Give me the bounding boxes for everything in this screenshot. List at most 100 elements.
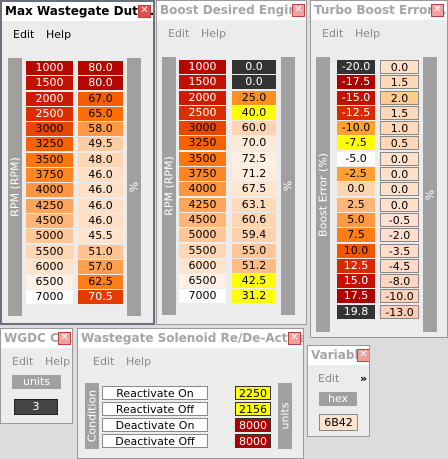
titlebar[interactable]: Max Wastegate Duty ... ✕ xyxy=(2,2,153,21)
boost-cell[interactable]: 71.2 xyxy=(232,167,276,182)
boost-error-cell: -7.5 xyxy=(337,136,375,151)
correction-cell[interactable]: -0.5 xyxy=(380,212,419,227)
window-wgdc[interactable]: WGDC C... ✕ Edit Help units 3 xyxy=(0,328,73,424)
window-boost-desired-engine[interactable]: Boost Desired Engine ... ✕ Edit Help RPM… xyxy=(156,0,307,325)
boost-cell[interactable]: 55.0 xyxy=(232,243,276,258)
solenoid-value-cell[interactable]: 8000 xyxy=(235,418,271,432)
solenoid-value-cell[interactable]: 8000 xyxy=(235,434,271,448)
more-chevron-icon[interactable]: » xyxy=(360,372,368,385)
boost-cell[interactable]: 59.4 xyxy=(232,228,276,243)
boost-cell[interactable]: 42.5 xyxy=(232,274,276,289)
window-turbo-boost-error[interactable]: Turbo Boost Error ... ✕ Edit Help Boost … xyxy=(310,0,448,338)
boost-cell[interactable]: 0.0 xyxy=(232,75,276,90)
correction-cell[interactable]: -13.0 xyxy=(380,304,419,319)
duty-cell[interactable]: 80.0 xyxy=(78,61,123,75)
correction-cell[interactable]: -4.5 xyxy=(380,258,419,273)
correction-cell[interactable]: 1.0 xyxy=(380,121,419,136)
window-wastegate-solenoid[interactable]: Wastegate Solenoid Re/De-Activa... ✕ Edi… xyxy=(77,328,304,459)
duty-cell[interactable]: 46.0 xyxy=(78,213,123,228)
menu-help[interactable]: Help xyxy=(46,28,72,41)
boost-cell[interactable]: 40.0 xyxy=(232,105,276,120)
close-icon[interactable]: ✕ xyxy=(58,332,71,345)
duty-cell[interactable]: 65.0 xyxy=(78,106,123,121)
boost-cell[interactable]: 67.5 xyxy=(232,182,276,197)
boost-cell[interactable]: 51.2 xyxy=(232,258,276,273)
menu-help[interactable]: Help xyxy=(355,27,381,40)
menu-help[interactable]: Help xyxy=(201,27,227,40)
duty-cell[interactable]: 58.0 xyxy=(78,122,123,137)
correction-cell[interactable]: -8.0 xyxy=(380,274,419,289)
correction-cell[interactable]: 0.0 xyxy=(380,197,419,212)
boost-error-cell: 5.0 xyxy=(337,212,375,227)
boost-cell[interactable]: 31.2 xyxy=(232,289,276,304)
correction-cell[interactable]: -10.0 xyxy=(380,289,419,304)
menu-edit[interactable]: Edit xyxy=(13,28,35,41)
boost-cell[interactable]: 25.0 xyxy=(232,90,276,105)
titlebar[interactable]: Variabl... ✕ xyxy=(308,346,369,365)
duty-cell[interactable]: 80.0 xyxy=(78,76,123,91)
rpm-cell: 1500 xyxy=(26,76,73,91)
correction-cell[interactable]: 0.0 xyxy=(380,182,419,197)
close-icon[interactable]: ✕ xyxy=(292,4,305,17)
correction-cell[interactable]: -3.5 xyxy=(380,243,419,258)
titlebar[interactable]: Wastegate Solenoid Re/De-Activa... ✕ xyxy=(78,329,303,348)
boost-error-cell: 7.5 xyxy=(337,228,375,243)
menu-edit[interactable]: Edit xyxy=(12,355,34,368)
window-variable[interactable]: Variabl... ✕ Edit » hex 6B42 xyxy=(307,345,370,437)
titlebar[interactable]: Turbo Boost Error ... ✕ xyxy=(311,1,447,20)
boost-cell[interactable]: 0.0 xyxy=(232,60,276,74)
boost-cell[interactable]: 63.1 xyxy=(232,197,276,212)
boost-error-cell: -20.0 xyxy=(337,60,375,74)
close-icon[interactable]: ✕ xyxy=(288,332,301,345)
correction-cell[interactable]: 1.5 xyxy=(380,75,419,90)
duty-cell[interactable]: 46.0 xyxy=(78,168,123,183)
boost-error-cell: -10.0 xyxy=(337,121,375,136)
duty-cell[interactable]: 70.5 xyxy=(78,290,123,305)
solenoid-value-cell[interactable]: 2250 xyxy=(235,386,271,400)
correction-cell[interactable]: 0.5 xyxy=(380,136,419,151)
duty-cell[interactable]: 49.5 xyxy=(78,137,123,152)
correction-value-column[interactable]: 0.0 1.5 2.0 1.5 1.0 0.5 0.0 0.0 0.0 0.0 -0.5 -2.0 -3… xyxy=(380,60,419,320)
duty-cell[interactable]: 46.0 xyxy=(78,183,123,198)
close-icon[interactable]: ✕ xyxy=(357,349,369,362)
rpm-cell: 2500 xyxy=(26,106,73,121)
boost-cell[interactable]: 70.0 xyxy=(232,136,276,151)
menu-edit[interactable]: Edit xyxy=(168,27,190,40)
boost-cell[interactable]: 60.6 xyxy=(232,212,276,227)
correction-cell[interactable]: 2.0 xyxy=(380,90,419,105)
close-icon[interactable]: ✕ xyxy=(431,4,444,17)
boost-value-column[interactable]: 0.0 0.0 25.0 40.0 60.0 70.0 72.5 71.2 67.5 63.1 60… xyxy=(232,60,276,305)
duty-cell[interactable]: 51.0 xyxy=(78,244,123,259)
menu-help[interactable]: Help xyxy=(45,355,71,368)
duty-cell[interactable]: 46.0 xyxy=(78,198,123,213)
correction-cell[interactable]: 0.0 xyxy=(380,151,419,166)
menu-edit[interactable]: Edit xyxy=(318,372,340,385)
wgdc-value-cell[interactable]: 3 xyxy=(14,399,58,415)
duty-cell[interactable]: 67.0 xyxy=(78,91,123,106)
solenoid-value-column[interactable]: 2250 2156 8000 8000 xyxy=(235,386,271,450)
solenoid-value-cell[interactable]: 2156 xyxy=(235,402,271,416)
boost-cell[interactable]: 60.0 xyxy=(232,121,276,136)
menu-edit[interactable]: Edit xyxy=(322,27,344,40)
rpm-cell: 4000 xyxy=(26,183,73,198)
duty-cell[interactable]: 57.0 xyxy=(78,259,123,274)
duty-cell[interactable]: 62.5 xyxy=(78,275,123,290)
correction-cell[interactable]: -2.0 xyxy=(380,228,419,243)
correction-cell[interactable]: 1.5 xyxy=(380,105,419,120)
rpm-column: 1000 1500 2000 2500 3000 3250 3500 3750 4000 4250… xyxy=(179,60,226,305)
correction-cell[interactable]: 0.0 xyxy=(380,167,419,182)
duty-value-column[interactable]: 80.0 80.0 67.0 65.0 58.0 49.5 48.0 46.0 46.0 46.0… xyxy=(78,61,123,306)
correction-cell[interactable]: 0.0 xyxy=(380,60,419,74)
hex-value-cell[interactable]: 6B42 xyxy=(319,414,358,431)
titlebar[interactable]: Boost Desired Engine ... ✕ xyxy=(157,1,306,20)
close-icon[interactable]: ✕ xyxy=(138,5,151,18)
titlebar[interactable]: WGDC C... ✕ xyxy=(1,329,72,348)
duty-cell[interactable]: 45.5 xyxy=(78,229,123,244)
menu-help[interactable]: Help xyxy=(126,355,152,368)
boost-error-axis-label: Boost Error (%) xyxy=(316,57,330,332)
rpm-cell: 7000 xyxy=(179,289,226,304)
boost-cell[interactable]: 72.5 xyxy=(232,151,276,166)
window-max-wastegate-duty[interactable]: Max Wastegate Duty ... ✕ Edit Help RPM (… xyxy=(0,0,155,325)
menu-edit[interactable]: Edit xyxy=(93,355,115,368)
duty-cell[interactable]: 48.0 xyxy=(78,152,123,167)
